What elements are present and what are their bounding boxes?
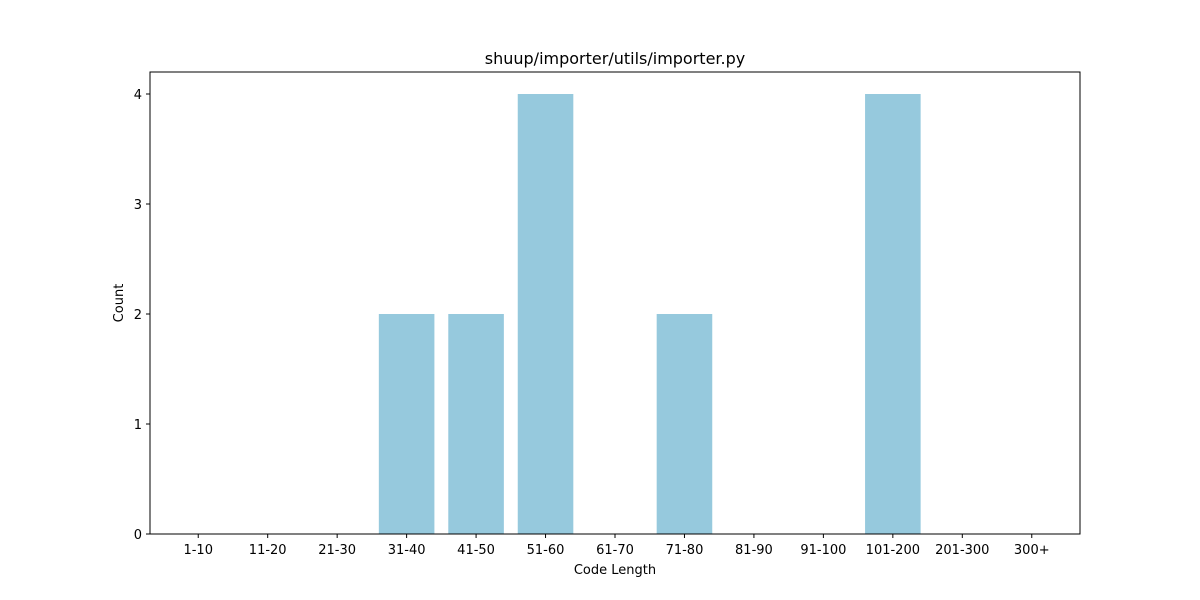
- y-axis-ticks: 0 1 2 3 4: [134, 88, 150, 543]
- x-tick-label: 41-50: [457, 543, 495, 558]
- chart-title: shuup/importer/utils/importer.py: [485, 49, 745, 68]
- x-axis-label: Code Length: [574, 563, 656, 578]
- plot-area-frame: [149, 71, 1081, 535]
- y-tick-label: 4: [134, 88, 142, 103]
- x-tick-label: 101-200: [866, 543, 920, 558]
- y-tick-label: 0: [134, 528, 142, 543]
- x-tick-label: 51-60: [527, 543, 565, 558]
- x-tick-label: 1-10: [183, 543, 213, 558]
- y-tick-label: 3: [134, 198, 142, 213]
- y-axis-label: Count: [112, 284, 127, 323]
- x-axis-ticks: 1-10 11-20 21-30 31-40 41-50 51-60 61-70 71-80 8…: [183, 534, 1050, 558]
- bars-group: [378, 94, 921, 534]
- x-tick-label: 81-90: [735, 543, 773, 558]
- y-tick-label: 1: [134, 418, 142, 433]
- x-tick-label: 300+: [1014, 543, 1050, 558]
- x-tick-label: 91-100: [800, 543, 846, 558]
- bar-101-200: [865, 94, 921, 534]
- x-tick-label: 61-70: [596, 543, 634, 558]
- y-tick-label: 2: [134, 308, 142, 323]
- bar-41-50: [448, 314, 504, 534]
- x-tick-label: 11-20: [249, 543, 287, 558]
- x-tick-label: 21-30: [318, 543, 356, 558]
- x-tick-label: 71-80: [666, 543, 704, 558]
- bar-51-60: [517, 94, 574, 534]
- x-tick-label: 31-40: [388, 543, 426, 558]
- bar-31-40: [378, 314, 435, 534]
- bar-71-80: [656, 314, 713, 534]
- x-tick-label: 201-300: [935, 543, 989, 558]
